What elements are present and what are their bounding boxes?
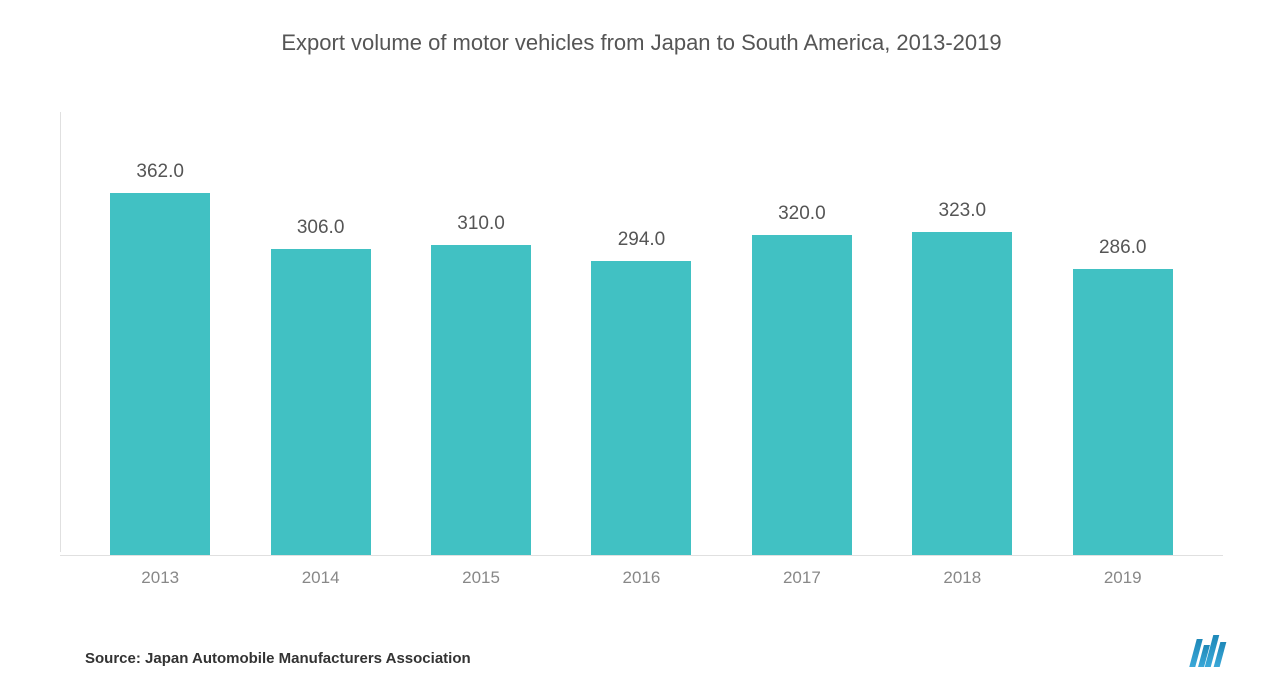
- x-axis: 2013 2014 2015 2016 2017 2018 2019: [60, 568, 1223, 588]
- bar: [1073, 269, 1173, 555]
- bar-group: 362.0: [100, 161, 220, 555]
- bar-value-label: 294.0: [618, 229, 666, 251]
- bar: [912, 232, 1012, 555]
- footer: Source: Japan Automobile Manufacturers A…: [85, 635, 1223, 667]
- bar-group: 323.0: [902, 200, 1022, 555]
- chart-title: Export volume of motor vehicles from Jap…: [60, 30, 1223, 56]
- x-axis-tick: 2019: [1063, 568, 1183, 588]
- x-axis-tick: 2013: [100, 568, 220, 588]
- bar-value-label: 310.0: [457, 213, 505, 235]
- bar-group: 320.0: [742, 203, 862, 555]
- x-axis-tick: 2018: [902, 568, 1022, 588]
- bar-value-label: 320.0: [778, 203, 826, 225]
- bar-value-label: 286.0: [1099, 237, 1147, 259]
- bar-group: 286.0: [1063, 237, 1183, 555]
- bar: [591, 261, 691, 555]
- x-axis-tick: 2014: [261, 568, 381, 588]
- x-axis-tick: 2015: [421, 568, 541, 588]
- bar: [431, 245, 531, 555]
- chart-area: 362.0 306.0 310.0 294.0 320.0 323.0 286.0: [60, 116, 1223, 556]
- x-axis-tick: 2017: [742, 568, 862, 588]
- bar: [752, 235, 852, 555]
- mordor-intelligence-logo-icon: [1193, 635, 1223, 667]
- bar-value-label: 362.0: [136, 161, 184, 183]
- bar-group: 306.0: [261, 217, 381, 555]
- x-axis-tick: 2016: [581, 568, 701, 588]
- bar-value-label: 323.0: [939, 200, 987, 222]
- bar: [271, 249, 371, 555]
- source-value: Japan Automobile Manufacturers Associati…: [145, 650, 471, 667]
- bar-value-label: 306.0: [297, 217, 345, 239]
- source-label: Source:: [85, 650, 141, 667]
- bar-group: 294.0: [581, 229, 701, 555]
- bar-group: 310.0: [421, 213, 541, 555]
- bar: [110, 193, 210, 555]
- source-citation: Source: Japan Automobile Manufacturers A…: [85, 650, 471, 667]
